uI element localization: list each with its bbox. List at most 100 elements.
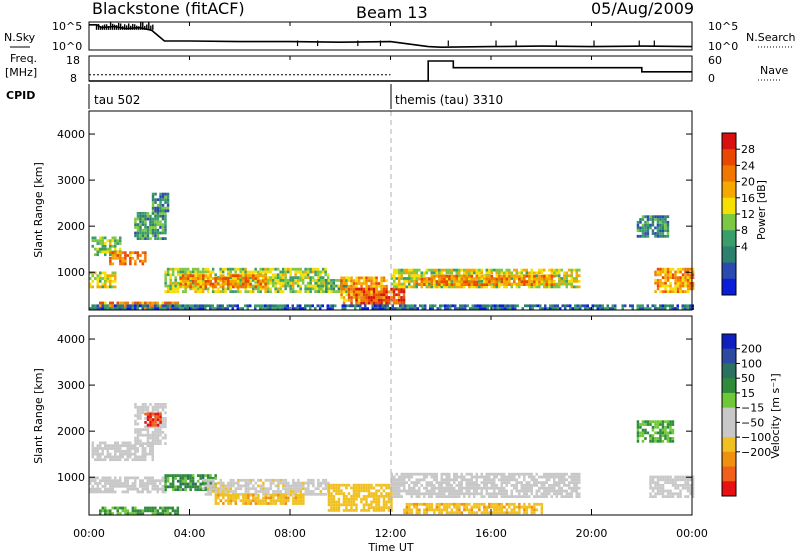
- heatmap-cell: [578, 486, 581, 490]
- heatmap-cell: [565, 271, 568, 275]
- heatmap-cell: [367, 287, 371, 291]
- heatmap-cell: [91, 441, 94, 445]
- heatmap-cell: [505, 277, 509, 281]
- heatmap-cell: [372, 276, 376, 280]
- heatmap-cell: [299, 287, 302, 291]
- heatmap-cell: [304, 304, 307, 308]
- heatmap-cell: [204, 285, 207, 289]
- heatmap-cell: [468, 283, 471, 286]
- heatmap-cell: [681, 273, 685, 277]
- heatmap-cell: [169, 512, 172, 515]
- heatmap-cell: [229, 490, 233, 493]
- heatmap-cell: [267, 502, 270, 505]
- heatmap-cell: [229, 484, 233, 488]
- heatmap-cell: [565, 277, 568, 280]
- heatmap-cell: [164, 422, 167, 426]
- heatmap-cell: [403, 484, 406, 487]
- heatmap-cell: [380, 301, 383, 305]
- heatmap-cell: [164, 411, 167, 415]
- heatmap-cell: [292, 478, 295, 482]
- heatmap-cell: [164, 281, 167, 285]
- heatmap-cell: [277, 481, 280, 485]
- heatmap-cell: [332, 483, 336, 487]
- heatmap-cell: [301, 281, 305, 285]
- heatmap-cell: [568, 282, 571, 286]
- heatmap-cell: [131, 444, 134, 448]
- heatmap-cell: [397, 293, 401, 297]
- heatmap-cell: [94, 253, 97, 257]
- heatmap-cell: [151, 192, 155, 196]
- heatmap-cell: [189, 279, 192, 282]
- heatmap-cell: [251, 279, 255, 282]
- heatmap-cell: [408, 285, 411, 289]
- heatmap-cell: [664, 428, 667, 432]
- heatmap-cell: [385, 301, 388, 305]
- heatmap-cell: [684, 486, 687, 490]
- heatmap-cell: [362, 503, 366, 507]
- heatmap-cell: [111, 487, 114, 491]
- heatmap-cell: [119, 449, 122, 453]
- heatmap-cell: [529, 307, 532, 310]
- heatmap-cell: [229, 481, 233, 485]
- heatmap-cell: [560, 277, 563, 280]
- heatmap-cell: [327, 287, 331, 291]
- heatmap-cell: [545, 478, 548, 482]
- heatmap-cell: [287, 496, 290, 500]
- heatmap-cell: [109, 285, 112, 289]
- heatmap-cell: [550, 285, 553, 289]
- heatmap-cell: [465, 280, 469, 284]
- heatmap-cell: [440, 283, 444, 286]
- colorbar-swatch: [722, 363, 736, 379]
- heatmap-cell: [513, 475, 516, 479]
- heatmap-cell: [380, 282, 383, 285]
- heatmap-cell: [91, 447, 94, 450]
- heatmap-cell: [104, 285, 107, 289]
- heatmap-cell: [119, 506, 122, 510]
- heatmap-cell: [543, 277, 546, 281]
- heatmap-cell: [309, 270, 312, 274]
- heatmap-cell: [244, 267, 247, 271]
- heatmap-cell: [126, 304, 129, 308]
- heatmap-cell: [264, 490, 268, 493]
- heatmap-cell: [440, 511, 444, 515]
- heatmap-cell: [174, 509, 177, 513]
- heatmap-cell: [656, 439, 660, 443]
- heatmap-cell: [500, 492, 503, 496]
- heatmap-cell: [558, 285, 561, 289]
- heatmap-cell: [279, 490, 283, 493]
- heatmap-cell: [119, 304, 122, 308]
- heatmap-cell: [654, 439, 657, 443]
- heatmap-cell: [144, 251, 147, 255]
- heatmap-cell: [179, 267, 182, 271]
- heatmap-cell: [227, 484, 230, 488]
- heatmap-cell: [503, 472, 506, 476]
- heatmap-cell: [114, 484, 117, 488]
- heatmap-cell: [433, 511, 436, 515]
- heatmap-cell: [398, 484, 401, 487]
- heatmap-cell: [566, 304, 569, 308]
- heatmap-cell: [433, 285, 436, 289]
- heatmap-cell: [101, 441, 104, 445]
- heatmap-cell: [430, 271, 433, 275]
- heatmap-cell: [554, 304, 557, 308]
- heatmap-cell: [144, 447, 147, 450]
- heatmap-cell: [666, 439, 670, 443]
- heatmap-cell: [430, 505, 434, 509]
- heatmap-cell: [91, 479, 94, 483]
- heatmap-cell: [352, 293, 356, 297]
- heatmap-cell: [227, 502, 230, 505]
- heatmap-cell: [144, 259, 147, 263]
- heatmap-cell: [453, 481, 456, 484]
- nsky-spikes: [95, 22, 655, 47]
- heatmap-cell: [540, 280, 544, 284]
- heatmap-cell: [251, 287, 255, 291]
- heatmap-cell: [691, 307, 694, 310]
- heatmap-cell: [674, 492, 677, 496]
- heatmap-cell: [636, 423, 640, 426]
- heatmap-cell: [458, 268, 461, 272]
- heatmap-cell: [347, 293, 351, 297]
- heatmap-cell: [89, 285, 92, 289]
- heatmap-cell: [578, 285, 581, 289]
- heatmap-cell: [367, 276, 371, 280]
- heatmap-cell: [181, 279, 185, 283]
